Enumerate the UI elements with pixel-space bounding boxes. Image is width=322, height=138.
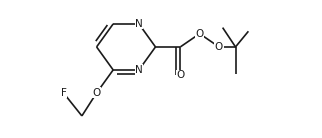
Text: O: O [92, 88, 101, 98]
Text: O: O [195, 29, 204, 39]
Text: N: N [135, 19, 143, 29]
Text: N: N [135, 65, 143, 75]
Text: O: O [215, 42, 223, 52]
Text: F: F [61, 88, 66, 98]
Text: O: O [176, 70, 185, 80]
